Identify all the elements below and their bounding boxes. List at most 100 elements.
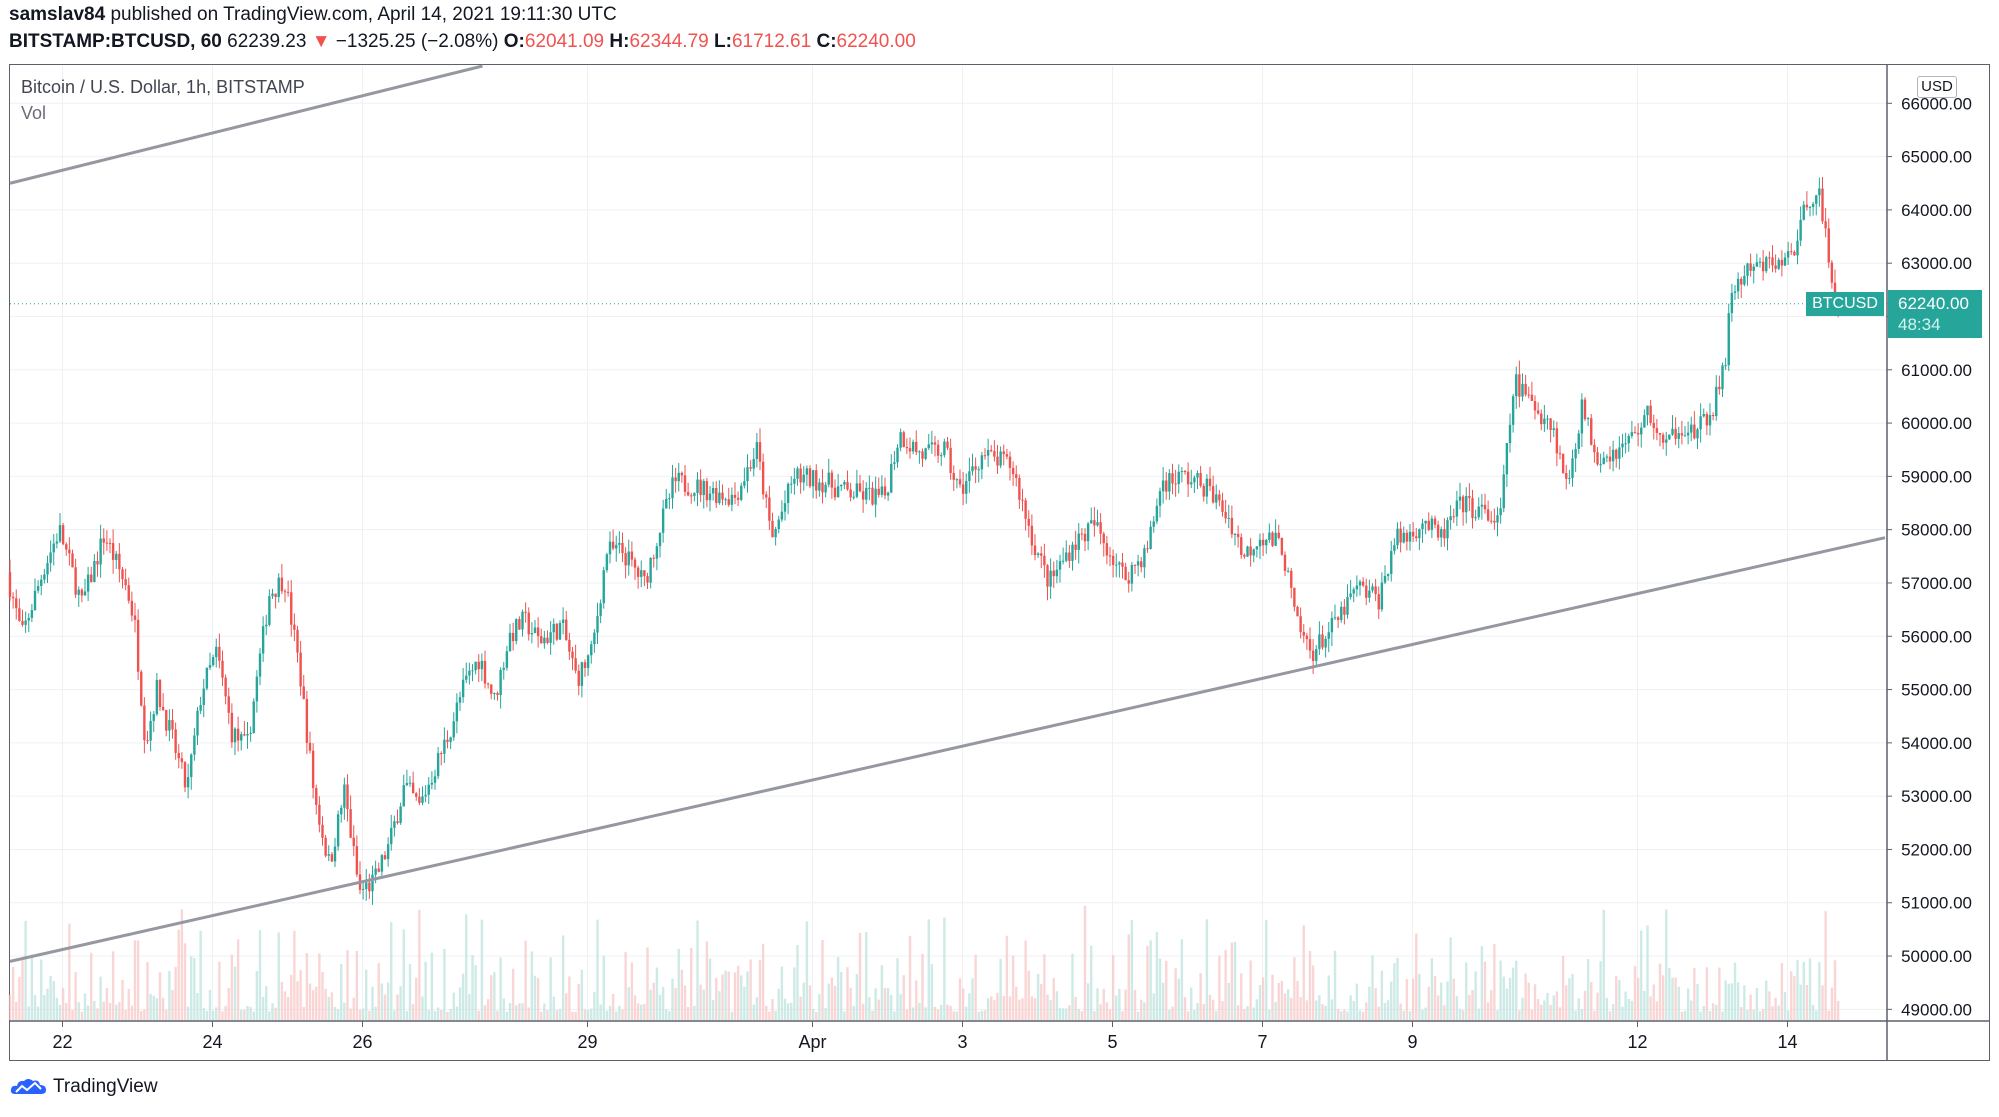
candle-body	[1015, 474, 1018, 478]
y-tick-label: 54000.00	[1901, 734, 1972, 753]
candle-body	[461, 679, 465, 698]
candle-body	[118, 553, 121, 570]
y-tick-label: 57000.00	[1901, 574, 1972, 593]
x-tick-label: 22	[52, 1032, 72, 1052]
candle-body	[1830, 262, 1834, 283]
candle-body	[465, 675, 468, 680]
candle-body	[1643, 415, 1646, 428]
volume-bar	[71, 1009, 74, 1020]
candle-body	[1308, 639, 1312, 651]
tradingview-logo[interactable]: TradingView	[9, 1076, 158, 1098]
candle-body	[1408, 531, 1412, 542]
candle-body	[1258, 539, 1262, 547]
candle-body	[1321, 634, 1324, 648]
candle-body	[1649, 405, 1652, 423]
footer-brand: TradingView	[53, 1076, 158, 1097]
volume-bar	[680, 969, 684, 1020]
volume-bar	[1408, 1011, 1412, 1020]
author-name[interactable]: samslav84	[9, 4, 106, 25]
volume-bar	[1074, 996, 1077, 1020]
candle-body	[1074, 544, 1077, 550]
volume-bar	[443, 948, 446, 1020]
close-label: C:	[816, 31, 837, 52]
candle-body	[130, 600, 134, 616]
candle-body	[577, 670, 580, 686]
candle-body	[168, 720, 171, 731]
candle-body	[343, 784, 346, 808]
candle-body	[1271, 532, 1274, 546]
candle-body	[1771, 257, 1774, 266]
volume-bar	[965, 1006, 968, 1020]
volume-bar	[1318, 995, 1321, 1020]
candle-body	[505, 651, 509, 668]
trendlines[interactable]	[9, 64, 1886, 963]
volume-bar	[1693, 967, 1696, 1020]
volume-legend[interactable]: Vol	[21, 103, 47, 123]
candle-body	[1146, 548, 1149, 550]
candle-body	[108, 543, 112, 545]
candle-body	[696, 479, 699, 494]
volume-bar	[1608, 1011, 1612, 1020]
last-price-tag: 62240.00 48:34	[1888, 290, 1982, 338]
volume-bar	[1102, 988, 1105, 1020]
candle-body	[1411, 531, 1415, 537]
volume-bar	[633, 995, 637, 1020]
candle-body	[871, 487, 874, 505]
candle-body	[983, 455, 987, 457]
volume-bar	[930, 964, 934, 1020]
candle-body	[621, 542, 624, 554]
candle-body	[977, 469, 980, 471]
volume-bar	[1321, 1004, 1324, 1020]
volume-bar	[1771, 1006, 1774, 1020]
volume-bar	[1743, 985, 1746, 1020]
candle-body	[1593, 444, 1596, 453]
volume-bar	[258, 930, 262, 1020]
candle-body	[333, 846, 337, 862]
x-tick-label: 14	[1777, 1032, 1797, 1052]
volume-bar	[1499, 960, 1502, 1020]
candle-body	[1711, 415, 1715, 417]
volume-bar	[986, 998, 990, 1020]
candle-body	[1515, 374, 1518, 397]
candle-body	[1111, 555, 1115, 565]
symbol-label: BITSTAMP:BTCUSD, 60	[9, 31, 222, 52]
volume-bar	[424, 961, 427, 1020]
candle-body	[1218, 494, 1221, 501]
volume-bar	[661, 986, 665, 1020]
volume-bar	[1524, 973, 1527, 1020]
volume-bar	[380, 983, 384, 1020]
candle-body	[1683, 435, 1687, 437]
volume-bar	[471, 955, 474, 1020]
candle-body	[190, 754, 193, 778]
volume-bar	[477, 1010, 480, 1020]
volume-bar	[1302, 925, 1305, 1020]
candle-body	[774, 528, 777, 538]
volume-bar	[605, 1010, 609, 1020]
volume-bar	[374, 1006, 377, 1020]
volume-bar	[565, 993, 568, 1020]
volume-bar	[836, 957, 840, 1020]
candle-body	[661, 508, 665, 533]
volume-bar	[1811, 1004, 1815, 1020]
candle-body	[1730, 292, 1734, 314]
candle-body	[1196, 473, 1199, 478]
volume-bar	[1586, 959, 1590, 1020]
x-tick-label: 24	[202, 1032, 222, 1052]
volume-bar	[11, 966, 15, 1020]
volume-bar	[324, 988, 327, 1020]
volume-bar	[158, 972, 162, 1020]
volume-bar	[1761, 1008, 1765, 1020]
volume-bar	[1027, 970, 1030, 1020]
volume-bar	[1171, 1006, 1174, 1020]
candle-body	[833, 487, 837, 498]
currency-badge[interactable]: USD	[1917, 76, 1957, 98]
candle-body	[811, 470, 815, 487]
volume-bar	[811, 1008, 815, 1020]
chart-legend-title[interactable]: Bitcoin / U.S. Dollar, 1h, BITSTAMP	[21, 77, 305, 97]
volume-bar	[1330, 999, 1334, 1020]
candle-body	[1665, 439, 1668, 443]
volume-bar	[1315, 1000, 1318, 1020]
volume-bar	[1533, 984, 1537, 1020]
candle-body	[761, 461, 765, 495]
